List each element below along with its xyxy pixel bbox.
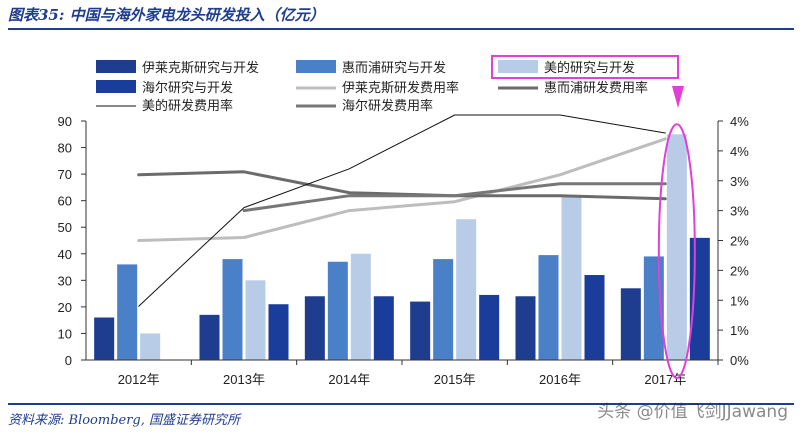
- legend-label: 惠而浦研究与开发: [342, 60, 446, 76]
- legend-swatch: [96, 60, 136, 73]
- bar: [327, 261, 348, 360]
- bar: [117, 264, 138, 360]
- x-tick-label: 2012年: [118, 372, 160, 387]
- bar: [433, 259, 454, 360]
- series-line: [138, 114, 666, 307]
- bar: [350, 253, 371, 360]
- y-tick-label: 70: [58, 167, 72, 182]
- x-tick-label: 2015年: [434, 372, 476, 387]
- legend-label: 海尔研发费用率: [342, 98, 433, 114]
- x-tick-label: 2017年: [644, 372, 686, 387]
- legend-label: 美的研发费用率: [142, 98, 233, 114]
- figure-title: 图表35: 中国与海外家电龙头研发投入（亿元）: [8, 6, 325, 24]
- y-tick-label: 80: [58, 141, 72, 156]
- y-tick-label: 40: [58, 247, 72, 262]
- y2-tick-label: 2%: [730, 263, 749, 278]
- bar: [199, 314, 220, 360]
- legend-label: 伊莱克斯研发费用率: [342, 80, 459, 96]
- y2-tick-label: 4%: [730, 114, 749, 129]
- bar: [410, 301, 431, 360]
- annotation: [491, 55, 696, 379]
- legend-label: 美的研究与开发: [544, 60, 635, 76]
- bar: [456, 219, 477, 360]
- series-line: [242, 182, 667, 213]
- bar: [140, 333, 161, 360]
- watermark: 头条 @价值飞剑JJawang: [597, 402, 788, 422]
- y2-tick-label: 3%: [730, 204, 749, 219]
- bar: [268, 304, 289, 360]
- x-tick-label: 2013年: [223, 372, 265, 387]
- bottom-rule: [8, 403, 794, 405]
- bar: [515, 296, 536, 360]
- y-tick-label: 90: [58, 114, 72, 129]
- legend-label: 惠而浦研发费用率: [544, 80, 648, 96]
- y2-tick-label: 3%: [730, 174, 749, 189]
- y2-tick-label: 1%: [730, 293, 749, 308]
- bar: [620, 288, 641, 360]
- y2-tick-label: 1%: [730, 323, 749, 338]
- bar: [561, 195, 582, 360]
- y-tick-label: 0: [65, 353, 72, 368]
- top-rule: [8, 28, 794, 30]
- y-tick-label: 20: [58, 300, 72, 315]
- bar: [222, 259, 243, 360]
- y2-tick-label: 4%: [730, 144, 749, 159]
- bar: [373, 296, 394, 360]
- bar: [538, 255, 559, 360]
- legend-label: 伊莱克斯研究与开发: [142, 60, 259, 76]
- x-tick-label: 2016年: [539, 372, 581, 387]
- bar: [94, 317, 115, 360]
- y-tick-label: 30: [58, 273, 72, 288]
- highlight-arrow: [672, 86, 684, 108]
- source-note: 资料来源: Bloomberg, 国盛证券研究所: [8, 413, 241, 428]
- bar: [666, 134, 687, 360]
- series-line: [137, 137, 667, 242]
- bars: [94, 134, 710, 360]
- bar: [245, 280, 266, 360]
- x-tick-label: 2014年: [328, 372, 370, 387]
- legend-swatch: [96, 80, 136, 93]
- bar: [479, 294, 500, 360]
- legend-highlight-box: [491, 55, 679, 79]
- bar: [304, 296, 325, 360]
- y2-tick-label: 2%: [730, 234, 749, 249]
- lines: [137, 114, 667, 307]
- y-tick-label: 50: [58, 220, 72, 235]
- legend-swatch: [296, 60, 336, 73]
- bar: [584, 275, 605, 360]
- y-tick-label: 10: [58, 326, 72, 341]
- legend-label: 海尔研究与开发: [142, 80, 233, 96]
- y2-tick-label: 0%: [730, 353, 749, 368]
- axes: 0 10 20 30 40 50 60 70 80 90 0% 1% 1% 2% 2% 3% 3% 4% 4% 201…: [58, 114, 750, 387]
- y-tick-label: 60: [58, 194, 72, 209]
- highlight-ellipse: [657, 123, 696, 379]
- legend-swatch: [498, 60, 538, 73]
